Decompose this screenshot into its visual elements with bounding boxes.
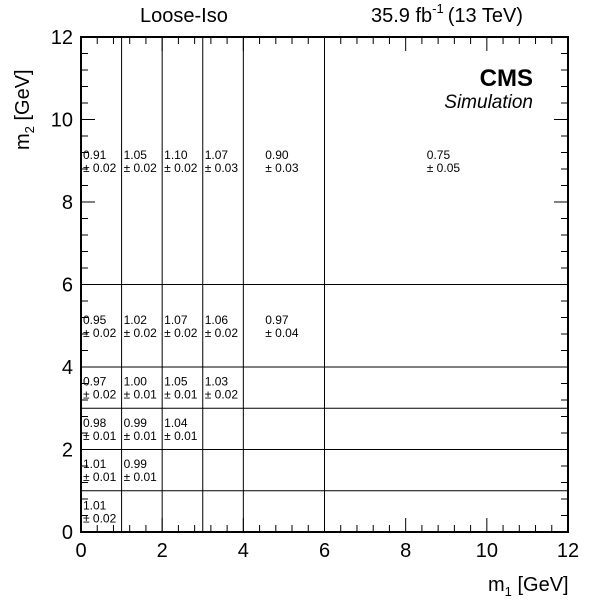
bin-value: 0.90 [265,148,289,162]
bin-uncertainty: ± 0.01 [124,388,158,402]
bin-value: 0.98 [83,416,107,430]
bin-value: 1.01 [83,457,107,471]
bin-cell: 0.98± 0.01 [83,416,117,443]
bin-value: 0.75 [427,148,451,162]
bin-cell: 1.05± 0.02 [124,148,158,175]
lumi-energy: (13 TeV) [448,5,523,27]
bin-value: 1.00 [124,375,148,389]
bin-uncertainty: ± 0.02 [124,161,158,175]
bin-value: 0.99 [124,457,148,471]
x-tick-label: 2 [157,540,168,562]
bin-cell: 0.95± 0.02 [83,313,117,340]
bin-cell: 1.02± 0.02 [124,313,158,340]
bin-value: 0.97 [265,313,289,327]
bin-value: 1.07 [164,313,188,327]
bin-uncertainty: ± 0.03 [265,161,299,175]
bin-uncertainty: ± 0.02 [205,388,239,402]
bin-grid [81,37,568,532]
y-tick-label: 0 [62,522,73,544]
bin-value: 1.01 [83,498,107,512]
bin-cell: 1.01± 0.02 [83,498,117,525]
axis-ticks: 0 2 4 6 8 10 12 0 2 4 6 8 10 12 [51,27,579,562]
bin-cell: 1.03± 0.02 [205,375,239,402]
bin-value: 0.91 [83,148,107,162]
bin-value: 1.03 [205,375,229,389]
bin-value: 0.95 [83,313,107,327]
x-tick-label: 10 [476,540,498,562]
bin-uncertainty: ± 0.01 [83,429,117,443]
bin-uncertainty: ± 0.01 [164,429,198,443]
bin-uncertainty: ± 0.02 [164,161,198,175]
bin-value: 0.99 [124,416,148,430]
bin-uncertainty: ± 0.02 [83,388,117,402]
x-tick-label: 4 [238,540,249,562]
bin-uncertainty: ± 0.02 [83,511,117,525]
bin-values: 1.01± 0.021.01± 0.010.99± 0.010.98± 0.01… [83,148,460,526]
bin-cell: 1.06± 0.02 [205,313,239,340]
bin-cell: 0.90± 0.03 [265,148,299,175]
bin-uncertainty: ± 0.02 [124,326,158,340]
y-tick-label: 8 [62,192,73,214]
bin-cell: 1.07± 0.03 [205,148,239,175]
bin-uncertainty: ± 0.01 [124,429,158,443]
y-axis-title: m2 [GeV] [12,69,37,150]
bin-uncertainty: ± 0.02 [164,326,198,340]
bin-cell: 1.04± 0.01 [164,416,198,443]
bin-value: 1.07 [205,148,229,162]
bin-uncertainty: ± 0.03 [205,161,239,175]
bin-cell: 1.10± 0.02 [164,148,198,175]
bin-uncertainty: ± 0.01 [164,388,198,402]
x-tick-label: 6 [319,540,330,562]
bin-value: 1.10 [164,148,188,162]
y-tick-label: 10 [51,110,73,132]
bin-cell: 0.91± 0.02 [83,148,117,175]
x-tick-label: 0 [75,540,86,562]
cms-label: CMS [480,65,533,92]
bin-uncertainty: ± 0.02 [83,326,117,340]
plot-frame [80,36,569,533]
bin-uncertainty: ± 0.02 [83,161,117,175]
y-tick-label: 12 [51,27,73,49]
x-axis-title: m1 [GeV] [488,574,569,599]
bin-cell: 0.97± 0.04 [265,313,299,340]
bin-value: 0.97 [83,375,107,389]
bin-uncertainty: ± 0.01 [83,470,117,484]
lumi-exponent: -1 [432,1,444,16]
bin-cell: 1.01± 0.01 [83,457,117,484]
header-lumi: 35.9 fb-1 (13 TeV) [371,1,523,27]
x-tick-label: 12 [557,540,579,562]
bin-value: 1.05 [164,375,188,389]
bin-uncertainty: ± 0.05 [427,161,461,175]
header-left: Loose-Iso [140,5,228,27]
bin-value: 1.04 [164,416,188,430]
y-tick-label: 4 [62,357,73,379]
bin-value: 1.05 [124,148,148,162]
bin-value: 1.06 [205,313,229,327]
bin-uncertainty: ± 0.02 [205,326,239,340]
bin-cell: 1.00± 0.01 [124,375,158,402]
x-tick-label: 8 [400,540,411,562]
lumi-value: 35.9 fb [371,5,432,27]
bin-cell: 0.97± 0.02 [83,375,117,402]
bin-cell: 1.07± 0.02 [164,313,198,340]
y-tick-label: 6 [62,275,73,297]
bin-cell: 0.99± 0.01 [124,457,158,484]
y-tick-label: 2 [62,440,73,462]
bin-cell: 1.05± 0.01 [164,375,198,402]
simulation-label: Simulation [444,92,533,113]
bin-cell: 0.99± 0.01 [124,416,158,443]
bin-cell: 0.75± 0.05 [427,148,461,175]
bin-uncertainty: ± 0.01 [124,470,158,484]
bin-uncertainty: ± 0.04 [265,326,299,340]
bin-value: 1.02 [124,313,148,327]
